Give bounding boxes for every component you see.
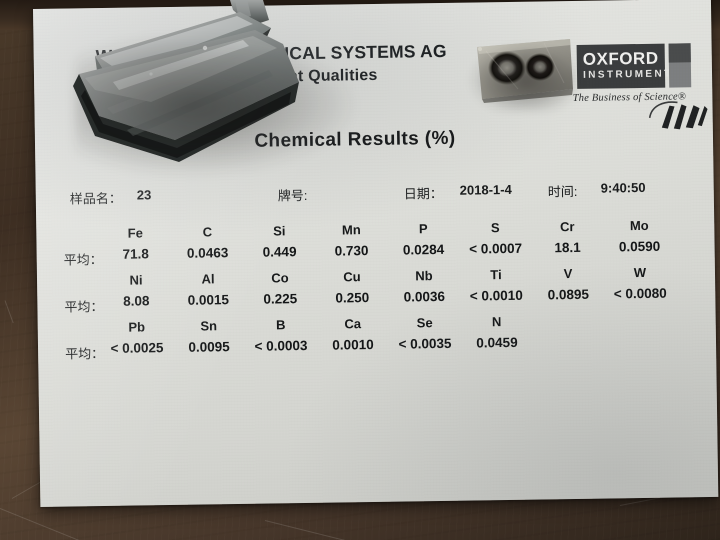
element-symbol: P [418, 221, 428, 237]
time-label: 时间: [547, 183, 578, 200]
element-cell-pb: Pb < 0.0025 [100, 319, 174, 356]
element-cell-cr: Cr 18.1 [530, 219, 604, 255]
element-cell-b: B < 0.0003 [244, 317, 318, 353]
element-symbol: V [563, 266, 573, 282]
average-label: 平均： [65, 345, 105, 362]
element-symbol: Si [273, 223, 286, 239]
date-value: 2018-1-4 [459, 181, 512, 198]
element-symbol: S [490, 220, 500, 236]
element-value: 8.08 [123, 293, 150, 309]
element-cell-ti: Ti < 0.0010 [459, 267, 533, 303]
element-cell-ni: Ni 8.08 [99, 272, 173, 308]
element-cell-si: Si 0.449 [242, 223, 316, 259]
element-value: 0.225 [263, 291, 298, 307]
sample-name-label: 样品名： [69, 190, 122, 207]
element-value: 0.0459 [476, 334, 518, 351]
element-value: 0.0463 [186, 245, 229, 261]
element-value: 0.0095 [188, 339, 230, 355]
element-symbol: C [202, 224, 213, 240]
element-value: 0.0284 [402, 241, 445, 258]
logo-block: OXFORD INSTRUMENTS [576, 43, 682, 89]
element-value: < 0.0025 [110, 340, 164, 356]
logo-name-bottom: INSTRUMENTS [582, 68, 682, 81]
element-value: < 0.0003 [254, 337, 308, 354]
element-value: 71.8 [122, 246, 149, 262]
grade-label: 牌号: [277, 187, 308, 204]
element-value: < 0.0007 [469, 240, 523, 257]
element-symbol: Mn [341, 222, 361, 238]
element-value: 0.0036 [403, 288, 446, 305]
element-value: < 0.0035 [398, 335, 452, 352]
average-label: 平均： [63, 251, 103, 268]
page-title: Chemical Results (%) [254, 127, 456, 152]
element-cell-co: Co 0.225 [243, 270, 317, 306]
element-cell-n: N 0.0459 [460, 314, 534, 350]
element-value: 0.0015 [187, 292, 230, 308]
element-symbol: Pb [128, 319, 146, 335]
element-symbol: Al [201, 271, 215, 287]
element-cell-mo: Mo 0.0590 [602, 217, 676, 254]
element-value: 0.730 [334, 243, 369, 259]
element-cell-cu: Cu 0.250 [315, 269, 389, 305]
average-label: 平均： [64, 298, 104, 315]
element-cell-s: S < 0.0007 [458, 220, 532, 256]
was-swoosh-icon [648, 101, 708, 130]
paper-report-sheet: WORLDWIDE ANALYTICAL SYSTEMS AG With Sam… [33, 0, 719, 507]
logo-square-dark [668, 43, 691, 63]
element-cell-p: P 0.0284 [386, 221, 460, 257]
result-row: 平均： Pb < 0.0025 Sn 0.0095 B < 0.0003 Ca 0.0010 S… [38, 311, 699, 367]
element-symbol: Ca [344, 316, 362, 332]
element-value: < 0.0010 [469, 287, 523, 304]
element-cell-se: Se < 0.0035 [388, 315, 462, 352]
element-symbol: Mo [629, 217, 649, 234]
element-value: 0.0895 [547, 286, 590, 303]
element-value: < 0.0080 [613, 285, 667, 302]
element-symbol: Co [271, 270, 289, 286]
element-symbol: Nb [415, 268, 433, 284]
oxford-instruments-logo: OXFORD INSTRUMENTS The Business of Scien… [573, 37, 713, 130]
element-cell-w: W < 0.0080 [603, 264, 677, 301]
element-cell-v: V 0.0895 [531, 266, 605, 302]
element-cell-mn: Mn 0.730 [314, 222, 388, 258]
element-value: 0.250 [335, 290, 370, 306]
element-symbol: B [275, 317, 286, 333]
element-symbol: Sn [200, 318, 218, 334]
report-content: WORLDWIDE ANALYTICAL SYSTEMS AG With Sam… [33, 0, 718, 507]
element-symbol: Se [416, 315, 433, 331]
result-row: 平均： Fe 71.8 C 0.0463 Si 0.449 Mn 0.730 P 0.0284 S <… [36, 217, 697, 273]
result-row: 平均： Ni 8.08 Al 0.0015 Co 0.225 Cu 0.250 Nb 0.0036… [37, 264, 698, 320]
time-value: 9:40:50 [600, 179, 646, 196]
date-label: 日期： [403, 185, 443, 202]
element-cell-c: C 0.0463 [170, 224, 244, 260]
element-cell-nb: Nb 0.0036 [387, 268, 461, 304]
logo-name-top: OXFORD [582, 48, 659, 69]
element-cell-fe: Fe 71.8 [98, 225, 172, 261]
element-value: 0.0010 [332, 336, 374, 353]
meta-row: 样品名： 23 牌号: 日期： 2018-1-4 时间: 9:40:50 [36, 179, 696, 209]
element-cell-ca: Ca 0.0010 [316, 316, 390, 352]
element-symbol: Ti [490, 267, 502, 283]
element-symbol: W [633, 264, 647, 281]
element-symbol: Fe [127, 225, 144, 241]
element-cell-al: Al 0.0015 [171, 271, 245, 307]
sample-name-value: 23 [136, 187, 152, 203]
element-value: 0.0590 [618, 238, 661, 255]
element-symbol: N [491, 314, 502, 330]
element-value: 18.1 [554, 239, 581, 256]
element-cell-sn: Sn 0.0095 [172, 318, 246, 354]
element-symbol: Ni [129, 272, 143, 288]
element-symbol: Cr [559, 218, 575, 235]
element-value: 0.449 [262, 244, 297, 260]
element-symbol: Cu [343, 269, 361, 285]
